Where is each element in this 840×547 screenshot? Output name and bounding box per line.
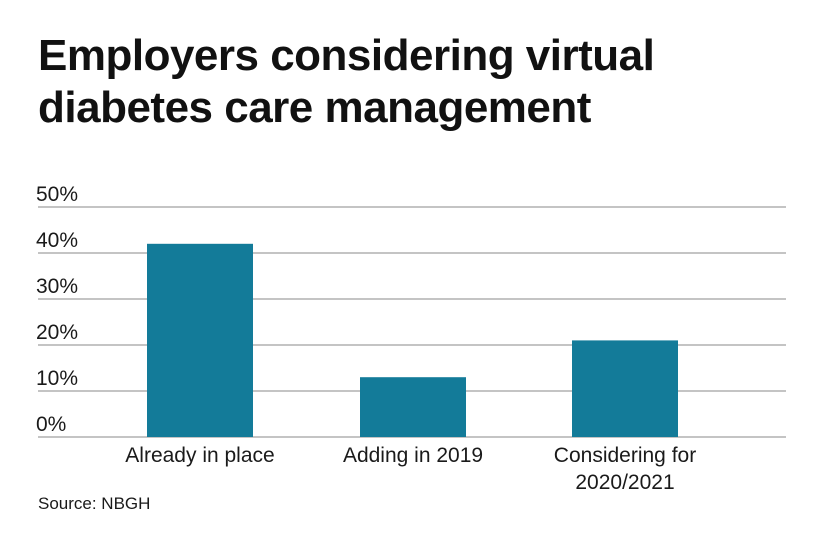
bar [147, 243, 253, 437]
x-category-label: Adding in 2019 [343, 444, 483, 467]
chart-title: Employers considering virtual diabetes c… [38, 31, 655, 132]
bar [360, 377, 466, 437]
source-note: Source: NBGH [38, 494, 151, 513]
y-tick-label: 0% [36, 413, 66, 436]
x-category-label: Considering for [554, 444, 696, 467]
y-tick-label: 50% [36, 183, 78, 206]
bar [572, 340, 678, 437]
y-tick-label: 20% [36, 321, 78, 344]
y-tick-label: 10% [36, 367, 78, 390]
bars [147, 243, 678, 437]
y-axis-tick-labels: 0% 10% 20% 30% 40% 50% [36, 183, 78, 436]
y-tick-label: 40% [36, 229, 78, 252]
y-tick-label: 30% [36, 275, 78, 298]
x-category-label: 2020/2021 [575, 471, 674, 494]
x-axis-category-labels: Already in place Adding in 2019 Considerin… [125, 444, 696, 494]
x-category-label: Already in place [125, 444, 274, 467]
